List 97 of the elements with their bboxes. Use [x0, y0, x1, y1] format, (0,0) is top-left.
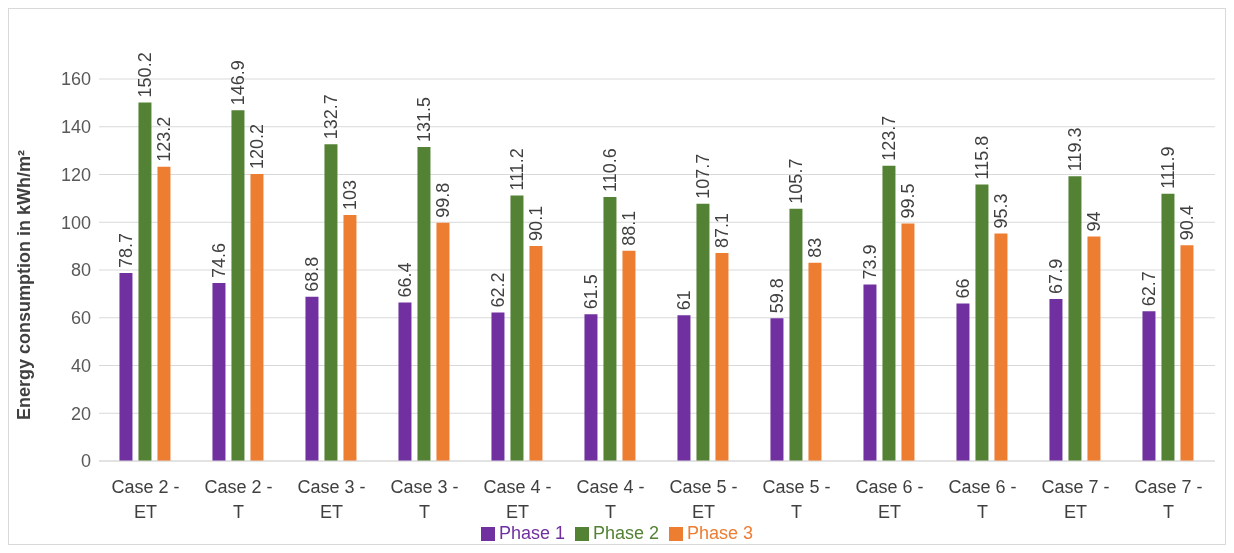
- data-label: 61: [673, 290, 694, 311]
- data-label: 94: [1083, 211, 1104, 232]
- data-label: 78.7: [115, 233, 136, 269]
- bar: [1180, 245, 1194, 461]
- data-label: 105.7: [785, 158, 806, 204]
- bar: [901, 223, 915, 461]
- data-label: 88.1: [618, 210, 639, 246]
- bar: [157, 166, 171, 461]
- data-label: 120.2: [246, 123, 267, 170]
- bar: [1049, 298, 1063, 461]
- data-label: 99.5: [897, 183, 918, 219]
- legend-label: Phase 1: [498, 523, 565, 543]
- bar: [770, 318, 784, 461]
- y-tick-label: 140: [60, 117, 91, 138]
- data-label: 95.3: [990, 193, 1011, 229]
- bar: [789, 208, 803, 461]
- bar: [343, 215, 357, 461]
- legend-label: Phase 2: [592, 523, 660, 543]
- y-tick-label: 20: [70, 403, 91, 424]
- bar: [212, 282, 226, 461]
- x-tick-label: Case 3 - ET: [297, 477, 366, 522]
- bar: [1142, 311, 1156, 461]
- data-label: 59.8: [766, 278, 787, 314]
- x-tick-label: Case 6 - T: [948, 477, 1017, 522]
- data-label: 73.9: [859, 244, 880, 280]
- bar: [677, 315, 691, 461]
- data-label: 99.8: [432, 182, 453, 218]
- bar: [398, 302, 412, 461]
- bar: [808, 262, 822, 461]
- data-label: 68.8: [301, 256, 322, 292]
- data-label: 83: [804, 237, 825, 258]
- bar: [138, 102, 152, 461]
- data-label: 123.7: [878, 115, 899, 161]
- bar: [231, 110, 245, 461]
- x-tick-label: Case 3 - T: [390, 477, 459, 522]
- bar: [436, 222, 450, 461]
- bar: [715, 253, 729, 461]
- bar: [1068, 176, 1082, 461]
- data-label: 61.5: [580, 274, 601, 310]
- x-tick-label: Case 5 - T: [762, 477, 831, 522]
- data-label: 66: [952, 278, 973, 299]
- data-label: 62.7: [1138, 271, 1159, 307]
- y-tick-label: 40: [70, 355, 91, 376]
- data-label: 115.8: [971, 135, 992, 180]
- x-tick-label: Case 7 - T: [1134, 477, 1203, 522]
- y-tick-label: 160: [60, 69, 91, 90]
- data-label: 132.7: [320, 94, 341, 140]
- bar: [510, 195, 524, 461]
- y-tick-label: 0: [80, 451, 91, 472]
- x-tick-label: Case 5 - ET: [669, 477, 738, 522]
- bar: [584, 314, 598, 461]
- bar: [529, 245, 543, 461]
- bar: [882, 165, 896, 461]
- bar: [956, 303, 970, 461]
- data-label: 119.3: [1064, 127, 1085, 172]
- data-label: 67.9: [1045, 258, 1066, 294]
- data-label: 131.5: [413, 97, 434, 143]
- data-label: 103: [339, 180, 360, 211]
- data-label: 110.6: [599, 148, 620, 192]
- bar: [696, 203, 710, 461]
- bar: [863, 284, 877, 461]
- x-tick-label: Case 2 - ET: [111, 477, 180, 522]
- x-tick-label: Case 6 - ET: [855, 477, 924, 522]
- x-tick-label: Case 4 - T: [576, 477, 645, 522]
- bar: [1087, 236, 1101, 461]
- y-tick-label: 80: [70, 260, 91, 281]
- data-label: 146.9: [227, 60, 248, 106]
- bar: [1161, 193, 1175, 461]
- bar: [305, 296, 319, 461]
- data-label: 66.4: [394, 262, 415, 298]
- bar: [250, 174, 264, 461]
- data-label: 62.2: [487, 272, 508, 308]
- bar: [491, 312, 505, 461]
- data-label: 111.9: [1157, 146, 1178, 189]
- data-label: 107.7: [692, 153, 713, 199]
- bar: [603, 196, 617, 461]
- bar: [324, 144, 338, 461]
- bar: [622, 250, 636, 461]
- x-tick-label: Case 2 - T: [204, 477, 273, 522]
- x-tick-label: Case 7 - ET: [1041, 477, 1110, 522]
- y-tick-label: 120: [60, 164, 91, 185]
- y-axis-title: Energy consumption in kWh/m²: [14, 149, 35, 420]
- x-tick-label: Case 4 - ET: [483, 477, 552, 522]
- bar: [119, 273, 133, 461]
- data-label: 111.2: [506, 148, 527, 191]
- data-label: 90.1: [525, 205, 546, 241]
- y-tick-label: 100: [60, 212, 91, 233]
- data-label: 150.2: [134, 52, 155, 98]
- bar: [975, 184, 989, 461]
- data-label: 74.6: [208, 242, 229, 278]
- y-tick-label: 60: [70, 308, 91, 329]
- bar: [994, 233, 1008, 461]
- bar: [417, 147, 431, 461]
- data-label: 87.1: [711, 213, 732, 249]
- legend-label: Phase 3: [687, 523, 754, 543]
- data-label: 123.2: [153, 116, 174, 162]
- data-label: 90.4: [1176, 205, 1197, 241]
